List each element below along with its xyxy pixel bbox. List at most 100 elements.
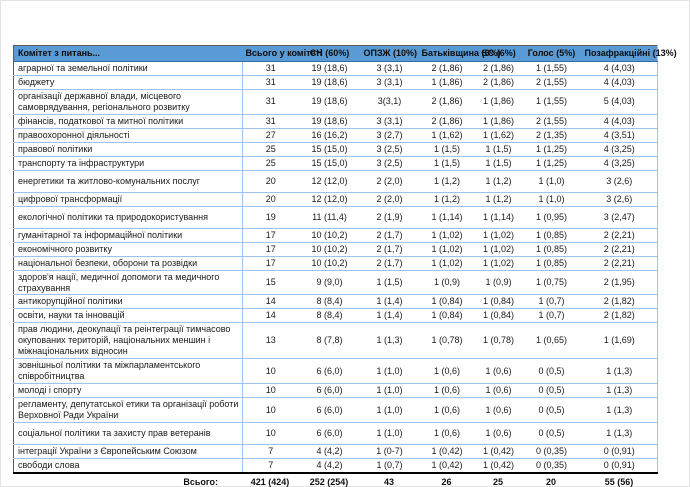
committee-name: інтеграції України з Європейським Союзом — [13, 444, 243, 460]
cell-sn: 19 (18,6) — [298, 89, 361, 115]
header-sn: СН (60%) — [298, 45, 361, 62]
table-row: гуманітарної та інформаційної політики 17… — [13, 228, 658, 243]
table-row: соціальної політики та захисту прав вете… — [13, 422, 658, 446]
cell-sn: 19 (18,6) — [298, 114, 361, 129]
cell-total: 20 — [242, 192, 299, 207]
cell-batkivshchyna: 1 (1,02) — [418, 228, 476, 243]
header-committee: Комітет з питань... — [13, 45, 243, 62]
cell-sn: 8 (7,8) — [298, 322, 361, 360]
table-row: свободи слова 7 4 (4,2) 1 (0,7) 1 (0,42) 1 (0… — [13, 458, 658, 474]
table-row: правової політики 25 15 (15,0) 3 (2,5) 1 (1,… — [13, 142, 658, 157]
cell-es: 1 (0,84) — [475, 308, 522, 324]
committee-name: бюджету — [13, 75, 243, 90]
cell-total: 17 — [242, 242, 299, 257]
cell-opzzh: 1 (1,0) — [360, 383, 419, 399]
cell-holos: 0 (0,35) — [521, 458, 582, 474]
cell-es: 1 (1,86) — [475, 114, 522, 129]
cell-sn: 16 (16,2) — [298, 128, 361, 143]
cell-batkivshchyna: 1 (0,42) — [418, 444, 476, 460]
table-row: цифрової трансформації 20 12 (12,0) 2 (2,0)… — [13, 192, 658, 207]
totals-sn: 252 (254) — [309, 477, 349, 487]
cell-es: 1 (0,6) — [475, 422, 522, 446]
table-row: зовнішньої політики та міжпарламентськог… — [13, 358, 658, 385]
committee-name: гуманітарної та інформаційної політики — [13, 228, 243, 243]
cell-batkivshchyna: 1 (1,5) — [418, 142, 476, 157]
cell-total: 19 — [242, 206, 299, 229]
cell-pozafraktsiini: 3 (2,6) — [581, 170, 658, 193]
cell-sn: 12 (12,0) — [298, 192, 361, 207]
cell-holos: 0 (0,35) — [521, 444, 582, 460]
committee-name: цифрової трансформації — [13, 192, 243, 207]
cell-total: 15 — [242, 270, 299, 296]
cell-opzzh: 3(3,1) — [360, 89, 419, 115]
cell-opzzh: 1 (1,4) — [360, 294, 419, 310]
cell-es: 1 (1,5) — [475, 142, 522, 157]
cell-batkivshchyna: 1 (1,02) — [418, 242, 476, 257]
cell-pozafraktsiini: 1 (1,3) — [581, 422, 658, 446]
cell-total: 31 — [242, 89, 299, 115]
committee-name: економічного розвитку — [13, 242, 243, 257]
committee-name: організації державної влади, місцевого с… — [13, 89, 243, 115]
committees-table-wrap: Комітет з питань... Всього у комітеті СН… — [13, 45, 677, 487]
cell-pozafraktsiini: 0 (0,91) — [581, 444, 658, 460]
totals-row: Всього: 421 (424) 252 (254) 43 26 25 20 … — [13, 474, 657, 487]
cell-sn: 19 (18,6) — [298, 75, 361, 90]
cell-sn: 4 (4,2) — [298, 444, 361, 460]
cell-opzzh: 2 (2,0) — [360, 170, 419, 193]
cell-holos: 1 (0,85) — [521, 242, 582, 257]
cell-batkivshchyna: 1 (0,6) — [418, 383, 476, 399]
cell-total: 14 — [242, 308, 299, 324]
cell-opzzh: 2 (1,7) — [360, 256, 419, 271]
cell-holos: 0 (0,5) — [521, 358, 582, 385]
committee-name: аграрної та земельної політики — [13, 61, 243, 76]
cell-pozafraktsiini: 4 (3,25) — [581, 156, 658, 171]
header-pozafraktsiini: Позафракційні (13%) — [581, 45, 677, 62]
cell-sn: 8 (8,4) — [298, 308, 361, 324]
table-row: організації державної влади, місцевого с… — [13, 89, 658, 115]
cell-sn: 6 (6,0) — [298, 383, 361, 399]
cell-holos: 1 (1,25) — [521, 142, 582, 157]
cell-holos: 1 (1,55) — [521, 89, 582, 115]
cell-opzzh: 3 (2,5) — [360, 156, 419, 171]
committee-name: освіти, науки та інновацій — [13, 308, 243, 324]
header-es: ЄС (6%) — [475, 45, 522, 62]
cell-es: 1 (0,78) — [475, 322, 522, 360]
committee-name: транспорту та інфраструктури — [13, 156, 243, 171]
cell-pozafraktsiini: 4 (4,03) — [581, 114, 658, 129]
cell-es: 1 (0,42) — [475, 444, 522, 460]
cell-opzzh: 2 (1,7) — [360, 228, 419, 243]
cell-opzzh: 3 (2,5) — [360, 142, 419, 157]
totals-total: 421 (424) — [250, 477, 290, 487]
cell-opzzh: 1 (1,4) — [360, 308, 419, 324]
table-body: аграрної та земельної політики 31 19 (18,6… — [13, 61, 658, 474]
cell-es: 1 (1,86) — [475, 89, 522, 115]
table-row: національної безпеки, оборони та розвідк… — [13, 256, 658, 271]
cell-holos: 2 (1,35) — [521, 128, 582, 143]
cell-holos: 1 (1,55) — [521, 61, 582, 76]
cell-sn: 4 (4,2) — [298, 458, 361, 474]
committee-name: енергетики та житлово-комунальних послуг — [13, 170, 243, 193]
committee-name: здоров'я нації, медичної допомоги та мед… — [13, 270, 243, 296]
cell-sn: 6 (6,0) — [298, 422, 361, 446]
cell-holos: 1 (0,75) — [521, 270, 582, 296]
committee-name: національної безпеки, оборони та розвідк… — [13, 256, 243, 271]
cell-total: 7 — [242, 458, 299, 474]
cell-opzzh: 3 (3,1) — [360, 61, 419, 76]
header-holos: Голос (5%) — [521, 45, 582, 62]
cell-batkivshchyna: 1 (1,62) — [418, 128, 476, 143]
cell-total: 25 — [242, 156, 299, 171]
cell-es: 1 (1,14) — [475, 206, 522, 229]
cell-total: 10 — [242, 383, 299, 399]
totals-holos: 20 — [545, 477, 556, 487]
cell-total: 25 — [242, 142, 299, 157]
cell-es: 1 (0,42) — [475, 458, 522, 474]
committee-name: зовнішньої політики та міжпарламентськог… — [13, 358, 243, 385]
cell-batkivshchyna: 1 (1,86) — [418, 75, 476, 90]
cell-sn: 10 (10,2) — [298, 242, 361, 257]
table-row: здоров'я нації, медичної допомоги та мед… — [13, 270, 658, 296]
cell-opzzh: 1 (1,5) — [360, 270, 419, 296]
table-row: фінансів, податкової та митної політики 3… — [13, 114, 658, 129]
table-row: прав людини, деокупації та реінтеграції … — [13, 322, 658, 360]
cell-es: 1 (0,6) — [475, 397, 522, 424]
cell-pozafraktsiini: 4 (4,03) — [581, 61, 658, 76]
